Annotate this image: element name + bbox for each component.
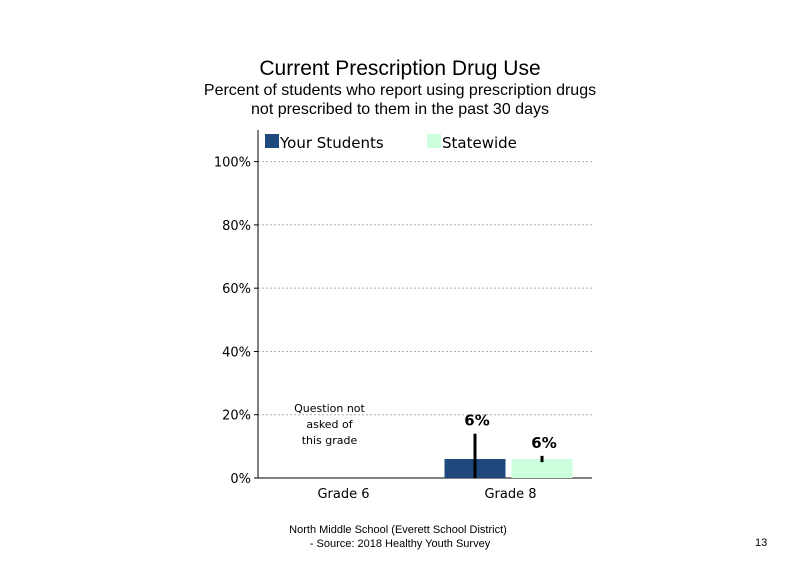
y-tick-label: 60% [222,282,251,297]
legend: Your Students Statewide [265,134,517,152]
x-tick-label: Grade 6 [317,487,369,502]
annotation-text: asked of [306,418,353,431]
labels: 6% 6% Question not asked of this grade [294,402,557,452]
annotation-text: this grade [302,434,358,447]
gridlines [258,161,592,416]
footer-school: North Middle School (Everett School Dist… [289,524,507,536]
y-tick-label: 20% [222,409,251,424]
legend-label: Your Students [279,134,384,152]
legend-swatch [427,134,441,148]
bar-statewide-grade-8 [511,459,573,478]
y-tick-label: 0% [230,472,251,487]
data-label: 6% [531,434,556,452]
bars [444,433,573,478]
footer-source: - Source: 2018 Healthy Youth Survey [309,538,491,550]
legend-label: Statewide [442,134,517,152]
annotation-text: Question not [294,402,365,415]
chart-subtitle-line-2: not prescribed to them in the past 30 da… [251,101,549,118]
chart-title: Current Prescription Drug Use [259,57,541,80]
x-tick-label: Grade 8 [484,487,536,502]
legend-swatch [265,134,279,148]
chart-subtitle-line-1: Percent of students who report using pre… [203,82,597,99]
y-tick-label: 80% [222,219,251,234]
page-number: 13 [755,537,768,549]
data-label: 6% [464,412,489,430]
y-tick-label: 100% [214,156,251,171]
y-tick-label: 40% [222,345,251,360]
